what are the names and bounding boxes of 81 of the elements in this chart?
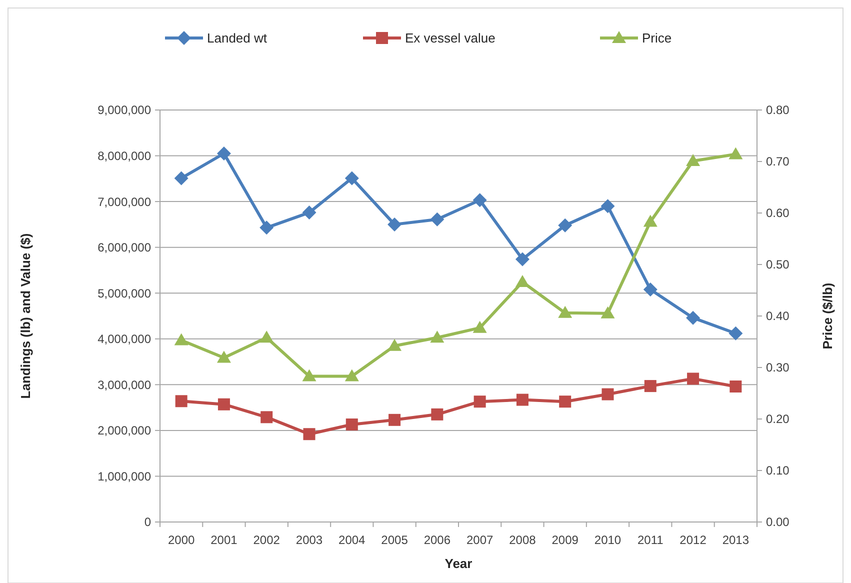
point [216,146,231,160]
point [431,408,444,420]
y-axis-title: Landings (lb) and Value ($) [18,233,33,399]
point [600,306,615,318]
point [643,282,658,296]
point [516,394,528,406]
point [260,411,273,424]
point [472,320,487,333]
point [430,212,444,226]
y-tick-label: 4,000,000 [98,332,152,346]
point [430,330,444,343]
y2-axis-title: Price ($/lb) [820,282,835,350]
y2-tick-label: 0.50 [766,258,790,272]
x-tick-label: 2009 [552,533,579,547]
y2-tick-label: 0.00 [766,515,790,530]
x-tick-label: 2008 [509,533,536,547]
y-tick-label: 3,000,000 [98,378,152,392]
point [558,306,572,318]
y-tick-label: 6,000,000 [98,240,152,255]
point [687,372,700,385]
y2-tick-label: 0.80 [766,103,790,118]
point [388,414,401,426]
y-tick-label: 8,000,000 [98,148,152,163]
y-tick-label: 0 [144,515,152,530]
y2-tick-label: 0.60 [766,206,790,220]
y2-tick-label: 0.10 [766,464,790,478]
point [515,252,530,266]
x-tick-label: 2003 [296,533,323,547]
point [644,380,656,392]
x-tick-label: 2006 [424,533,451,547]
point [344,171,359,186]
point [730,380,742,392]
point [472,193,487,208]
point [218,398,230,410]
x-tick-label: 2001 [210,533,238,547]
point [474,396,486,408]
point [303,428,316,440]
y-tick-label: 2,000,000 [98,424,152,438]
y-tick-label: 1,000,000 [98,469,152,484]
y-tick-label: 5,000,000 [98,286,152,300]
point [344,369,359,382]
y2-tick-label: 0.70 [766,154,790,169]
y-tick-label: 9,000,000 [98,103,152,118]
point [302,206,316,220]
point [174,171,188,186]
point [515,275,530,288]
point [686,154,700,166]
point [558,218,572,232]
legend-label: Ex vessel value [405,30,496,46]
point [600,199,615,214]
x-tick-label: 2005 [381,533,408,547]
point [728,147,743,160]
x-tick-label: 2007 [466,533,494,547]
point [643,214,658,227]
x-tick-label: 2011 [637,533,664,547]
point [686,310,700,325]
point [346,418,358,430]
point [728,326,743,340]
y-tick-label: 7,000,000 [98,194,152,209]
y2-tick-label: 0.20 [766,412,790,426]
point [388,338,402,351]
point [260,220,274,235]
y2-tick-label: 0.40 [766,309,790,324]
x-tick-label: 2004 [338,533,366,547]
legend-label: Price [642,30,672,46]
x-axis-title: Year [444,556,472,571]
point [602,388,614,400]
point [302,369,316,382]
x-tick-label: 2010 [594,533,622,547]
x-tick-label: 2013 [722,533,750,547]
legend-label: Landed wt [207,30,268,46]
x-tick-label: 2012 [680,533,707,547]
point [260,330,274,343]
point [175,395,188,408]
point [559,396,572,408]
point [388,217,402,232]
point [174,333,188,346]
x-tick-label: 2000 [168,533,195,547]
point [216,350,231,363]
x-tick-label: 2002 [253,533,280,547]
y2-tick-label: 0.30 [766,360,790,375]
